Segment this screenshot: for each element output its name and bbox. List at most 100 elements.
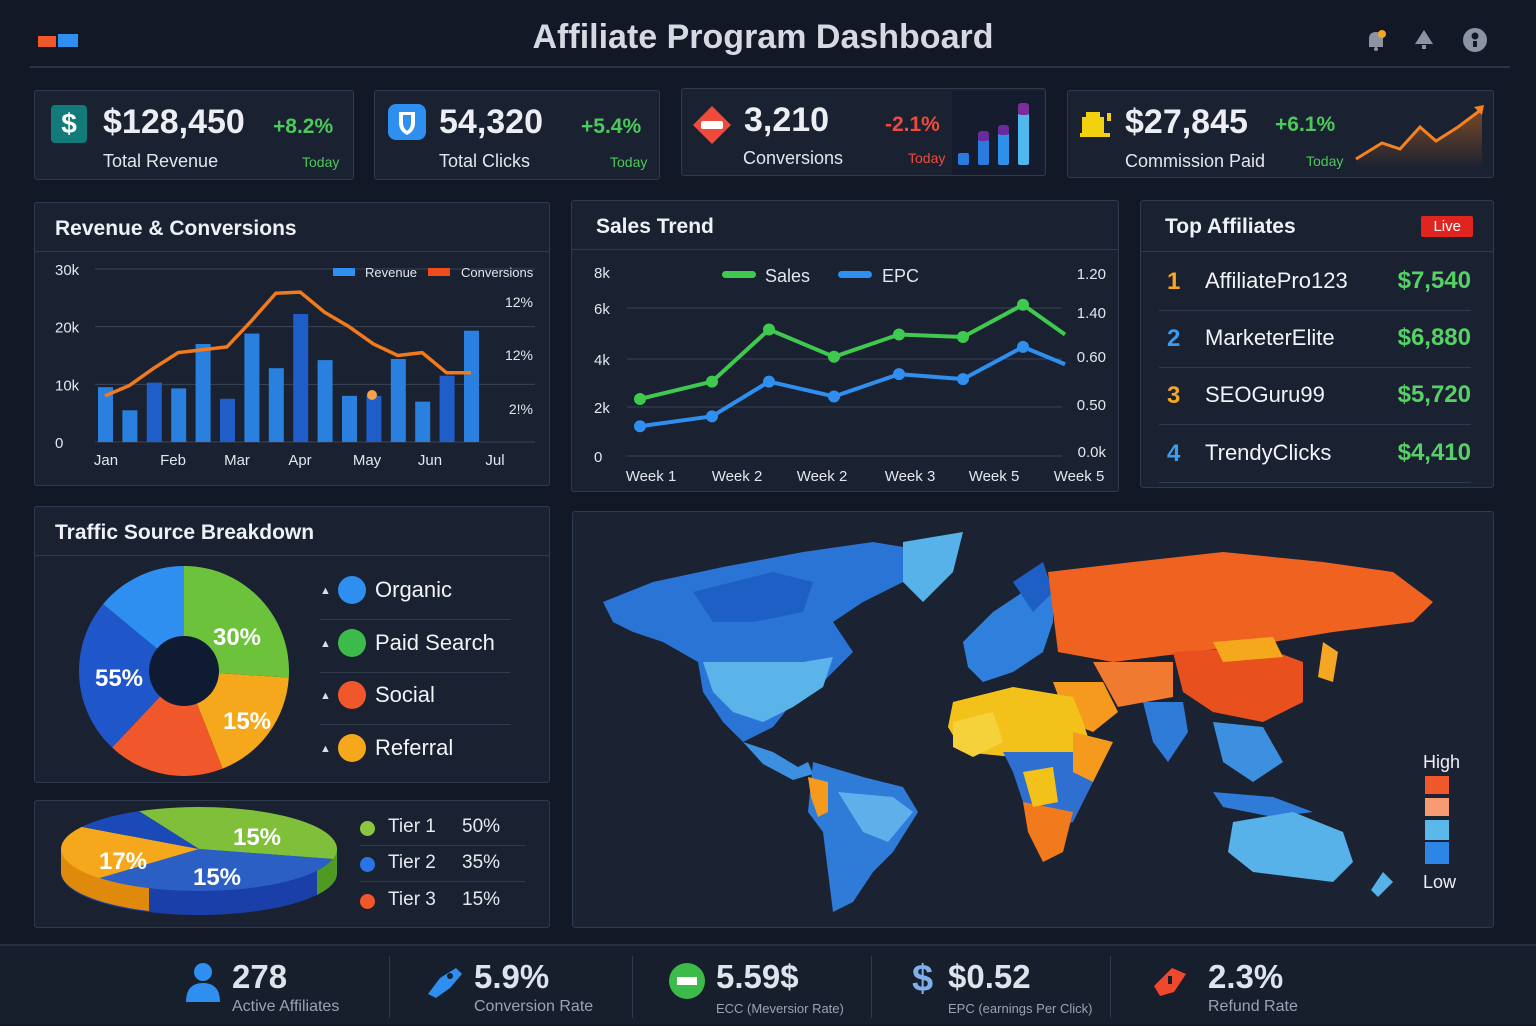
y2-tick-label: 1.20 [1077,266,1106,283]
legend-label-epc: EPC [882,266,919,286]
stat-refund-rate: 2.3% Refund Rate [1154,946,1360,1026]
divider [871,956,872,1018]
region-russia [1048,552,1433,662]
tier-label: Tier 3 [388,889,436,910]
region-central-asia [1093,662,1173,707]
app-logo-icon [38,34,80,48]
tier-legend-item[interactable]: Tier 2 35% [360,846,525,882]
y2-tick-label: 0.60 [1077,349,1106,366]
y-tick-label: 8k [594,265,610,282]
kpi-period: Today [1306,153,1344,169]
conversions-line [104,290,471,398]
legend-label-sales: Sales [765,266,810,286]
map-legend-low: Low [1423,872,1457,892]
kpi-period: Today [610,154,648,170]
region-africa-west [953,712,1003,757]
affiliate-amount: $5,720 [1397,381,1471,408]
world-heat-map[interactable]: High Low [573,512,1495,929]
bell-icon[interactable] [1364,28,1388,52]
affiliate-name: TrendyClicks [1205,440,1332,465]
pie-slice [81,811,199,849]
traffic-pie-chart: 30% 55% 15% [79,566,289,776]
stat-label: EPC (earnings Per Click) [948,1001,1093,1016]
region-new-zealand [1371,872,1393,897]
region-scandinavia [1013,562,1053,612]
pie-label: 15% [233,824,281,851]
region-canada-west [693,572,813,622]
kpi-card-commission-paid[interactable]: $27,845 +6.1% Commission Paid Today [1067,90,1494,178]
x-tick-label: Week 5 [969,468,1020,485]
affiliate-rank: 4 [1167,440,1181,467]
stat-value: 5.9% [474,958,550,995]
legend-item-social[interactable]: ▲ Social [320,672,510,725]
y2-tick-label: 2!% [509,401,533,417]
revenue-bar [195,343,211,442]
stat-value: $0.52 [948,958,1031,995]
revenue-conversions-chart: 0 10k 20k 30k Jan Feb Mar Apr May Jun Jul 12% 12% 2!%… [55,262,535,469]
kpi-change: -2.1% [885,113,940,136]
revenue-bar [415,401,431,442]
minus-circle-icon [668,962,706,1005]
triangle-icon: ▲ [320,743,331,755]
affiliate-row[interactable]: 4 TrendyClicks $4,410 [1159,426,1471,483]
panel-title: Traffic Source Breakdown [55,521,315,544]
affiliate-row[interactable]: 3 SEOGuru99 $5,720 [1159,368,1471,425]
affiliate-rank: 3 [1167,382,1181,409]
account-icon[interactable] [1462,27,1488,53]
y2-tick-label: 1.40 [1077,305,1106,322]
legend-swatch [338,734,366,762]
top-affiliates-panel: Top Affiliates Live 1 AffiliatePro123 $7… [1140,200,1494,488]
legend-swatch-sales [722,271,756,278]
pie-slice [60,826,199,879]
legend-label: Paid Search [375,630,495,655]
legend-item-paid-search[interactable]: ▲ Paid Search [320,620,510,673]
kpi-period: Today [908,150,946,166]
tier-legend-item[interactable]: Tier 1 50% [360,810,525,846]
kpi-label: Commission Paid [1125,151,1266,171]
y2-tick-label: 12% [505,347,533,363]
affiliate-row[interactable]: 1 AffiliatePro123 $7,540 [1159,254,1471,311]
epc-line [639,344,1066,429]
mini-bar-chart-icon [952,91,1044,175]
epc-point [957,373,969,386]
legend-item-organic[interactable]: ▲ Organic [320,567,510,620]
pie-label: 15% [193,864,241,891]
legend-label-conversions: Conversions [461,265,534,280]
region-india [1143,702,1188,762]
y2-tick-label: 0.50 [1077,397,1106,414]
affiliate-row[interactable]: 2 MarketerElite $6,880 [1159,311,1471,368]
epc-point [1017,340,1029,353]
kpi-card-total-clicks[interactable]: 54,320 +5.4% Total Clicks Today [374,90,660,180]
user-icon [184,962,222,1007]
region-australia [1228,812,1353,882]
tier-legend-item[interactable]: Tier 3 15% [360,883,525,919]
kpi-label: Total Clicks [439,151,531,171]
revenue-bar [464,330,479,442]
stat-label: Refund Rate [1208,998,1298,1015]
divider [632,956,633,1018]
no-entry-icon [692,105,732,145]
y2-tick-label: 12% [505,294,533,310]
y-tick-label: 4k [594,352,610,369]
y-tick-label: 10k [55,377,80,394]
panel-title: Sales Trend [596,215,714,238]
legend-swatch [338,629,366,657]
affiliate-amount: $4,410 [1397,439,1471,466]
region-greenland [903,532,963,602]
kpi-card-total-revenue[interactable]: $ $128,450 +8.2% Total Revenue Today [34,90,354,180]
world-map-panel: High Low [572,511,1494,928]
alert-icon[interactable] [1412,28,1436,52]
legend-label: Organic [375,577,453,602]
kpi-card-conversions[interactable]: 3,210 -2.1% Conversions Today [681,88,1046,176]
legend-item-referral[interactable]: ▲ Referral [320,725,510,778]
kpi-value: $27,845 [1125,103,1248,141]
dollar-icon: $ [912,958,934,1000]
live-badge: Live [1421,216,1473,237]
affiliate-rank: 2 [1167,325,1181,352]
stat-active-affiliates: 278 Active Affiliates [184,946,384,1026]
map-legend-swatch [1425,776,1449,794]
footer-stats-bar: 278 Active Affiliates 5.9% Conversion Ra… [0,944,1536,1024]
legend-swatch [338,681,366,709]
donut-hole [149,636,219,706]
region-mongolia [1213,637,1283,662]
